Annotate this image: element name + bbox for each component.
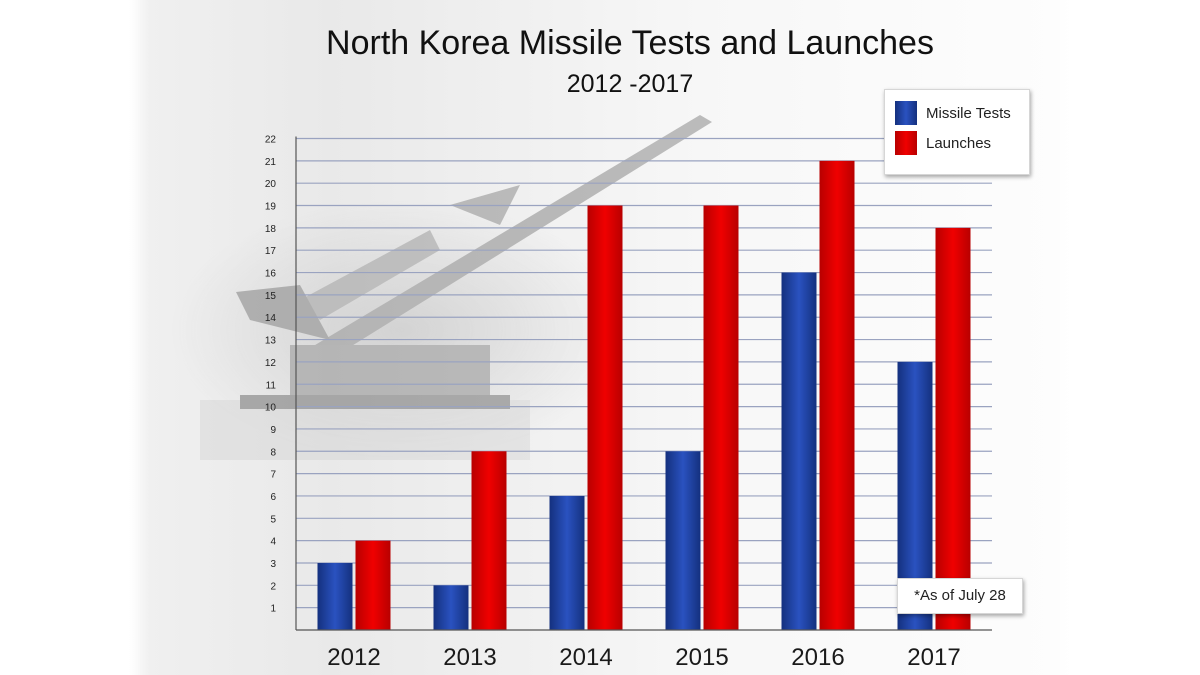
y-tick-label: 4 [270, 537, 276, 548]
annotation-note: *As of July 28 [897, 578, 1023, 614]
y-tick-label: 20 [265, 179, 277, 190]
y-tick-label: 11 [266, 380, 277, 391]
y-tick-label: 12 [265, 358, 277, 369]
x-tick-label: 2013 [443, 644, 496, 671]
y-tick-label: 16 [265, 269, 277, 280]
chart-subtitle: 2012 -2017 [566, 70, 694, 98]
bar-missile-tests [781, 272, 817, 630]
legend-label-missile-tests: Missile Tests [926, 105, 1011, 122]
y-tick-label: 22 [265, 135, 277, 146]
bar-missile-tests [317, 562, 353, 630]
y-tick-label: 5 [270, 514, 276, 525]
chart-title: North Korea Missile Tests and Launches [326, 24, 934, 62]
y-tick-label: 7 [270, 470, 276, 481]
x-tick-label: 2012 [327, 644, 380, 671]
y-tick-label: 9 [270, 425, 276, 436]
legend-swatch-missile-tests [895, 101, 917, 125]
y-tick-label: 6 [270, 492, 276, 503]
legend: Missile Tests Launches [884, 89, 1030, 175]
bars [317, 160, 971, 631]
x-tick-label: 2017 [907, 644, 960, 671]
y-tick-label: 15 [265, 291, 277, 302]
legend-item-launches: Launches [895, 131, 1025, 155]
grid [296, 137, 992, 609]
bar-missile-tests [433, 585, 469, 630]
legend-label-launches: Launches [926, 135, 992, 152]
bar-launches [587, 205, 623, 631]
x-axis-ticks: 2012 2013 2014 2015 2016 2017 [327, 644, 960, 671]
y-tick-label: 1 [270, 604, 276, 615]
y-tick-label: 14 [265, 313, 277, 324]
x-tick-label: 2014 [559, 644, 612, 671]
bar-missile-tests [549, 495, 585, 630]
bar-launches [703, 205, 739, 631]
bar-launches [355, 540, 391, 630]
axes [295, 136, 992, 631]
x-tick-label: 2015 [675, 644, 728, 671]
y-tick-label: 19 [265, 202, 277, 213]
y-tick-label: 13 [265, 336, 277, 347]
y-tick-label: 3 [270, 559, 276, 570]
y-tick-label: 17 [265, 246, 277, 257]
y-tick-label: 10 [265, 403, 277, 414]
y-tick-label: 18 [265, 224, 277, 235]
legend-item-missile-tests: Missile Tests [895, 101, 1025, 125]
y-tick-label: 8 [270, 447, 276, 458]
bar-launches [471, 451, 507, 630]
bar-launches [819, 160, 855, 630]
y-tick-label: 2 [270, 581, 276, 592]
bar-missile-tests [665, 451, 701, 630]
bar-launches [935, 227, 971, 630]
x-tick-label: 2016 [791, 644, 844, 671]
y-tick-label: 21 [265, 157, 277, 168]
legend-swatch-launches [895, 131, 917, 155]
missile-launcher-illustration [170, 115, 712, 460]
